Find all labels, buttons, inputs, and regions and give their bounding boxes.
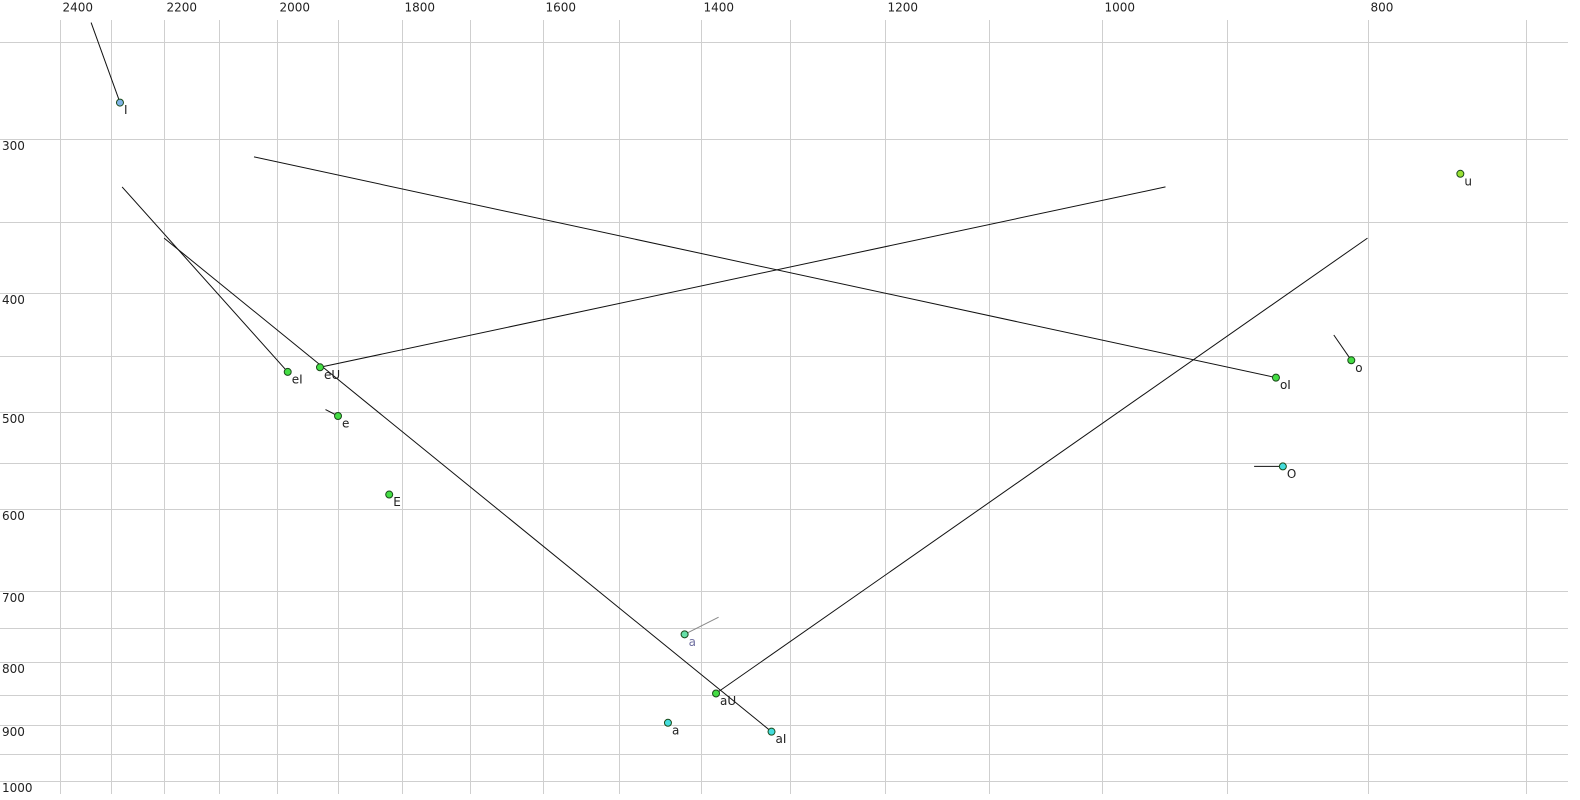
vowel-label: e (342, 416, 349, 430)
vowel-label: aU (720, 694, 736, 708)
vowel-point (115, 98, 124, 107)
trajectory-line (253, 156, 1277, 379)
y-tick-label: 900 (2, 725, 25, 739)
vowel-point (1456, 169, 1465, 178)
vowel-label: o (1355, 361, 1362, 375)
vowel-label: eU (324, 368, 340, 382)
trajectory-line (715, 237, 1368, 694)
vowel-point (680, 630, 689, 639)
x-tick-label: 1400 (704, 1, 735, 15)
y-tick-label: 600 (2, 509, 25, 523)
trajectory-line (121, 186, 289, 373)
y-tick-label: 700 (2, 591, 25, 605)
trajectory-line (684, 616, 719, 635)
vowel-point (1347, 356, 1356, 365)
vowel-label: E (393, 495, 401, 509)
x-tick-label: 800 (1371, 1, 1394, 15)
x-tick-label: 1000 (1105, 1, 1136, 15)
vowel-point (1278, 462, 1287, 471)
y-tick-label: 400 (2, 293, 25, 307)
vowel-point (315, 363, 324, 372)
y-tick-label: 800 (2, 662, 25, 676)
vowel-point (767, 727, 776, 736)
vowel-label: u (1464, 174, 1472, 188)
vowel-label: aI (776, 732, 787, 746)
vowel-point (712, 689, 721, 698)
y-tick-label: 500 (2, 412, 25, 426)
x-tick-label: 2200 (167, 1, 198, 15)
vowel-label: I (124, 103, 128, 117)
x-tick-label: 1200 (888, 1, 919, 15)
y-tick-label: 300 (2, 139, 25, 153)
vowel-label: a (689, 635, 696, 649)
vowel-point (283, 367, 292, 376)
vowel-point (663, 718, 672, 727)
x-tick-label: 1600 (546, 1, 577, 15)
vowel-point (334, 411, 343, 420)
trajectory-line (319, 186, 1166, 368)
vowel-label: eI (292, 372, 303, 386)
vowel-label: O (1287, 467, 1296, 481)
trajectory-line (1333, 334, 1352, 361)
vowel-label: oI (1280, 378, 1291, 392)
vowel-point (385, 490, 394, 499)
x-tick-label: 2000 (280, 1, 311, 15)
y-tick-label: 1000 (2, 781, 33, 795)
vowel-label: a (672, 723, 679, 737)
vowel-point (1271, 373, 1280, 382)
x-tick-label: 2400 (63, 1, 94, 15)
trajectory-line (90, 22, 121, 103)
trajectory-line (163, 237, 772, 733)
x-tick-label: 1800 (405, 1, 436, 15)
